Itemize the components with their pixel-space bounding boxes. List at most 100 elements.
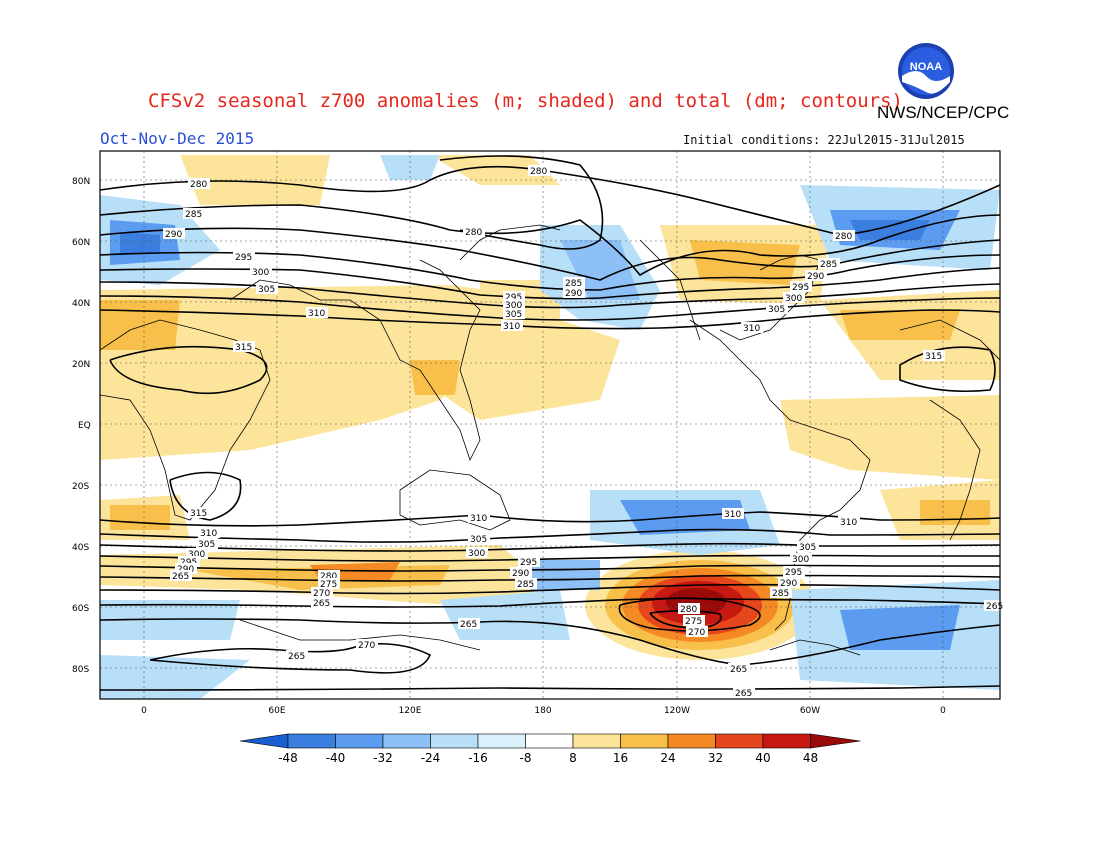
lon-tick-label: 120E: [399, 706, 422, 716]
colorbar-segment: [667, 733, 716, 749]
contour-label: 275: [320, 580, 337, 590]
contour-label: 285: [820, 260, 837, 270]
colorbar: -48 -40 -32 -24 -16 -8 8 16 24 32 40 48: [239, 733, 861, 765]
contour-label: 275: [685, 617, 702, 627]
initial-conditions-label: Initial conditions: 22Jul2015-31Jul2015: [683, 133, 965, 147]
map-frame: [99, 150, 1001, 700]
contour-label: 265: [735, 689, 752, 699]
colorbar-segment: [477, 733, 526, 749]
contour-label: 290: [512, 569, 529, 579]
contour-label: 280: [530, 167, 547, 177]
contour-label: 300: [785, 294, 802, 304]
organization-label: NWS/NCEP/CPC: [877, 103, 1010, 122]
latitude-ticks: 80N 60N 40N 20N EQ 20S 40S 60S 80S: [72, 177, 91, 675]
colorbar-label: 16: [613, 751, 628, 765]
contour-label: 315: [235, 343, 252, 353]
contour-label: 280: [835, 232, 852, 242]
colorbar-segment: [620, 733, 669, 749]
lon-tick-label: 0: [940, 706, 946, 716]
contour-label: 300: [468, 549, 485, 559]
contour-label: 280: [465, 228, 482, 238]
lon-tick-label: 60W: [800, 706, 820, 716]
lat-tick-label: 20S: [72, 482, 89, 492]
colorbar-segment: [430, 733, 479, 749]
contour-label: 305: [505, 310, 522, 320]
contour-label: 295: [505, 293, 522, 303]
contour-label: 265: [730, 665, 747, 675]
contour-label: 300: [252, 268, 269, 278]
contour-label: 315: [190, 509, 207, 519]
contour-label: 265: [460, 620, 477, 630]
colorbar-label: 48: [803, 751, 818, 765]
colorbar-label: -8: [520, 751, 532, 765]
contour-label: 310: [200, 529, 217, 539]
contour-label: 310: [308, 309, 325, 319]
contour-label: 270: [688, 628, 705, 638]
contour-label: 310: [724, 510, 741, 520]
contour-label: 295: [520, 558, 537, 568]
coastlines: [100, 224, 1000, 656]
contour-label: 265: [172, 572, 189, 582]
lat-tick-label: 60S: [72, 604, 89, 614]
colorbar-segment: [715, 733, 764, 749]
contour-label: 310: [743, 324, 760, 334]
lat-tick-label: 40S: [72, 543, 89, 553]
colorbar-segment: [572, 733, 621, 749]
contour-label: 280: [680, 605, 697, 615]
contour-label: 305: [258, 285, 275, 295]
colorbar-label: -16: [468, 751, 488, 765]
colorbar-label: -48: [278, 751, 298, 765]
lon-tick-label: 180: [534, 706, 551, 716]
contour-label: 290: [565, 289, 582, 299]
contour-label: 295: [785, 568, 802, 578]
contour-label: 290: [780, 579, 797, 589]
contour-label: 295: [235, 253, 252, 263]
contour-label: 265: [986, 602, 1003, 612]
colorbar-segment: [382, 733, 431, 749]
lon-tick-label: 0: [141, 706, 147, 716]
colorbar-label: -24: [421, 751, 441, 765]
colorbar-segment: [287, 733, 336, 749]
colorbar-label: 24: [660, 751, 675, 765]
lon-tick-label: 60E: [268, 706, 285, 716]
contour-label: 285: [185, 210, 202, 220]
contour-label: 310: [470, 514, 487, 524]
contour-label: 305: [198, 540, 215, 550]
colorbar-segment: [762, 733, 811, 749]
noaa-logo-icon: NOAA: [898, 43, 954, 99]
anomaly-shading: [100, 155, 1000, 699]
contour-label: 300: [505, 301, 522, 311]
contour-label: 280: [320, 572, 337, 582]
period-label: Oct-Nov-Dec 2015: [100, 129, 255, 148]
contour-label: 265: [313, 599, 330, 609]
contour-label: 280: [190, 180, 207, 190]
contour-label: 300: [792, 555, 809, 565]
colorbar-arrow-left: [239, 733, 289, 749]
svg-text:NOAA: NOAA: [910, 61, 942, 73]
colorbar-label: -32: [373, 751, 393, 765]
lat-tick-label: 20N: [72, 360, 90, 370]
contour-label: 270: [313, 589, 330, 599]
contour-label: 285: [565, 279, 582, 289]
longitude-ticks: 0 60E 120E 180 120W 60W 0: [141, 706, 946, 716]
lon-tick-label: 120W: [664, 706, 690, 716]
contour-labels: 280 280 285 290 295 300 305 310 315 280 …: [163, 165, 1003, 699]
contour-label: 300: [188, 550, 205, 560]
contour-label: 270: [358, 641, 375, 651]
colorbar-segment: [335, 733, 384, 749]
colorbar-label: 8: [569, 751, 577, 765]
contour-label: 290: [165, 230, 182, 240]
contour-label: 305: [799, 543, 816, 553]
contour-label: 310: [840, 518, 857, 528]
contour-label: 305: [470, 535, 487, 545]
contour-label: 295: [792, 283, 809, 293]
lat-tick-label: 60N: [72, 238, 90, 248]
contour-label: 305: [768, 305, 785, 315]
colorbar-segment: [525, 733, 574, 749]
contour-label: 285: [517, 580, 534, 590]
contour-label: 285: [772, 589, 789, 599]
contour-label: 290: [807, 272, 824, 282]
lat-tick-label: 80S: [72, 665, 89, 675]
colorbar-arrow-right: [810, 733, 861, 749]
